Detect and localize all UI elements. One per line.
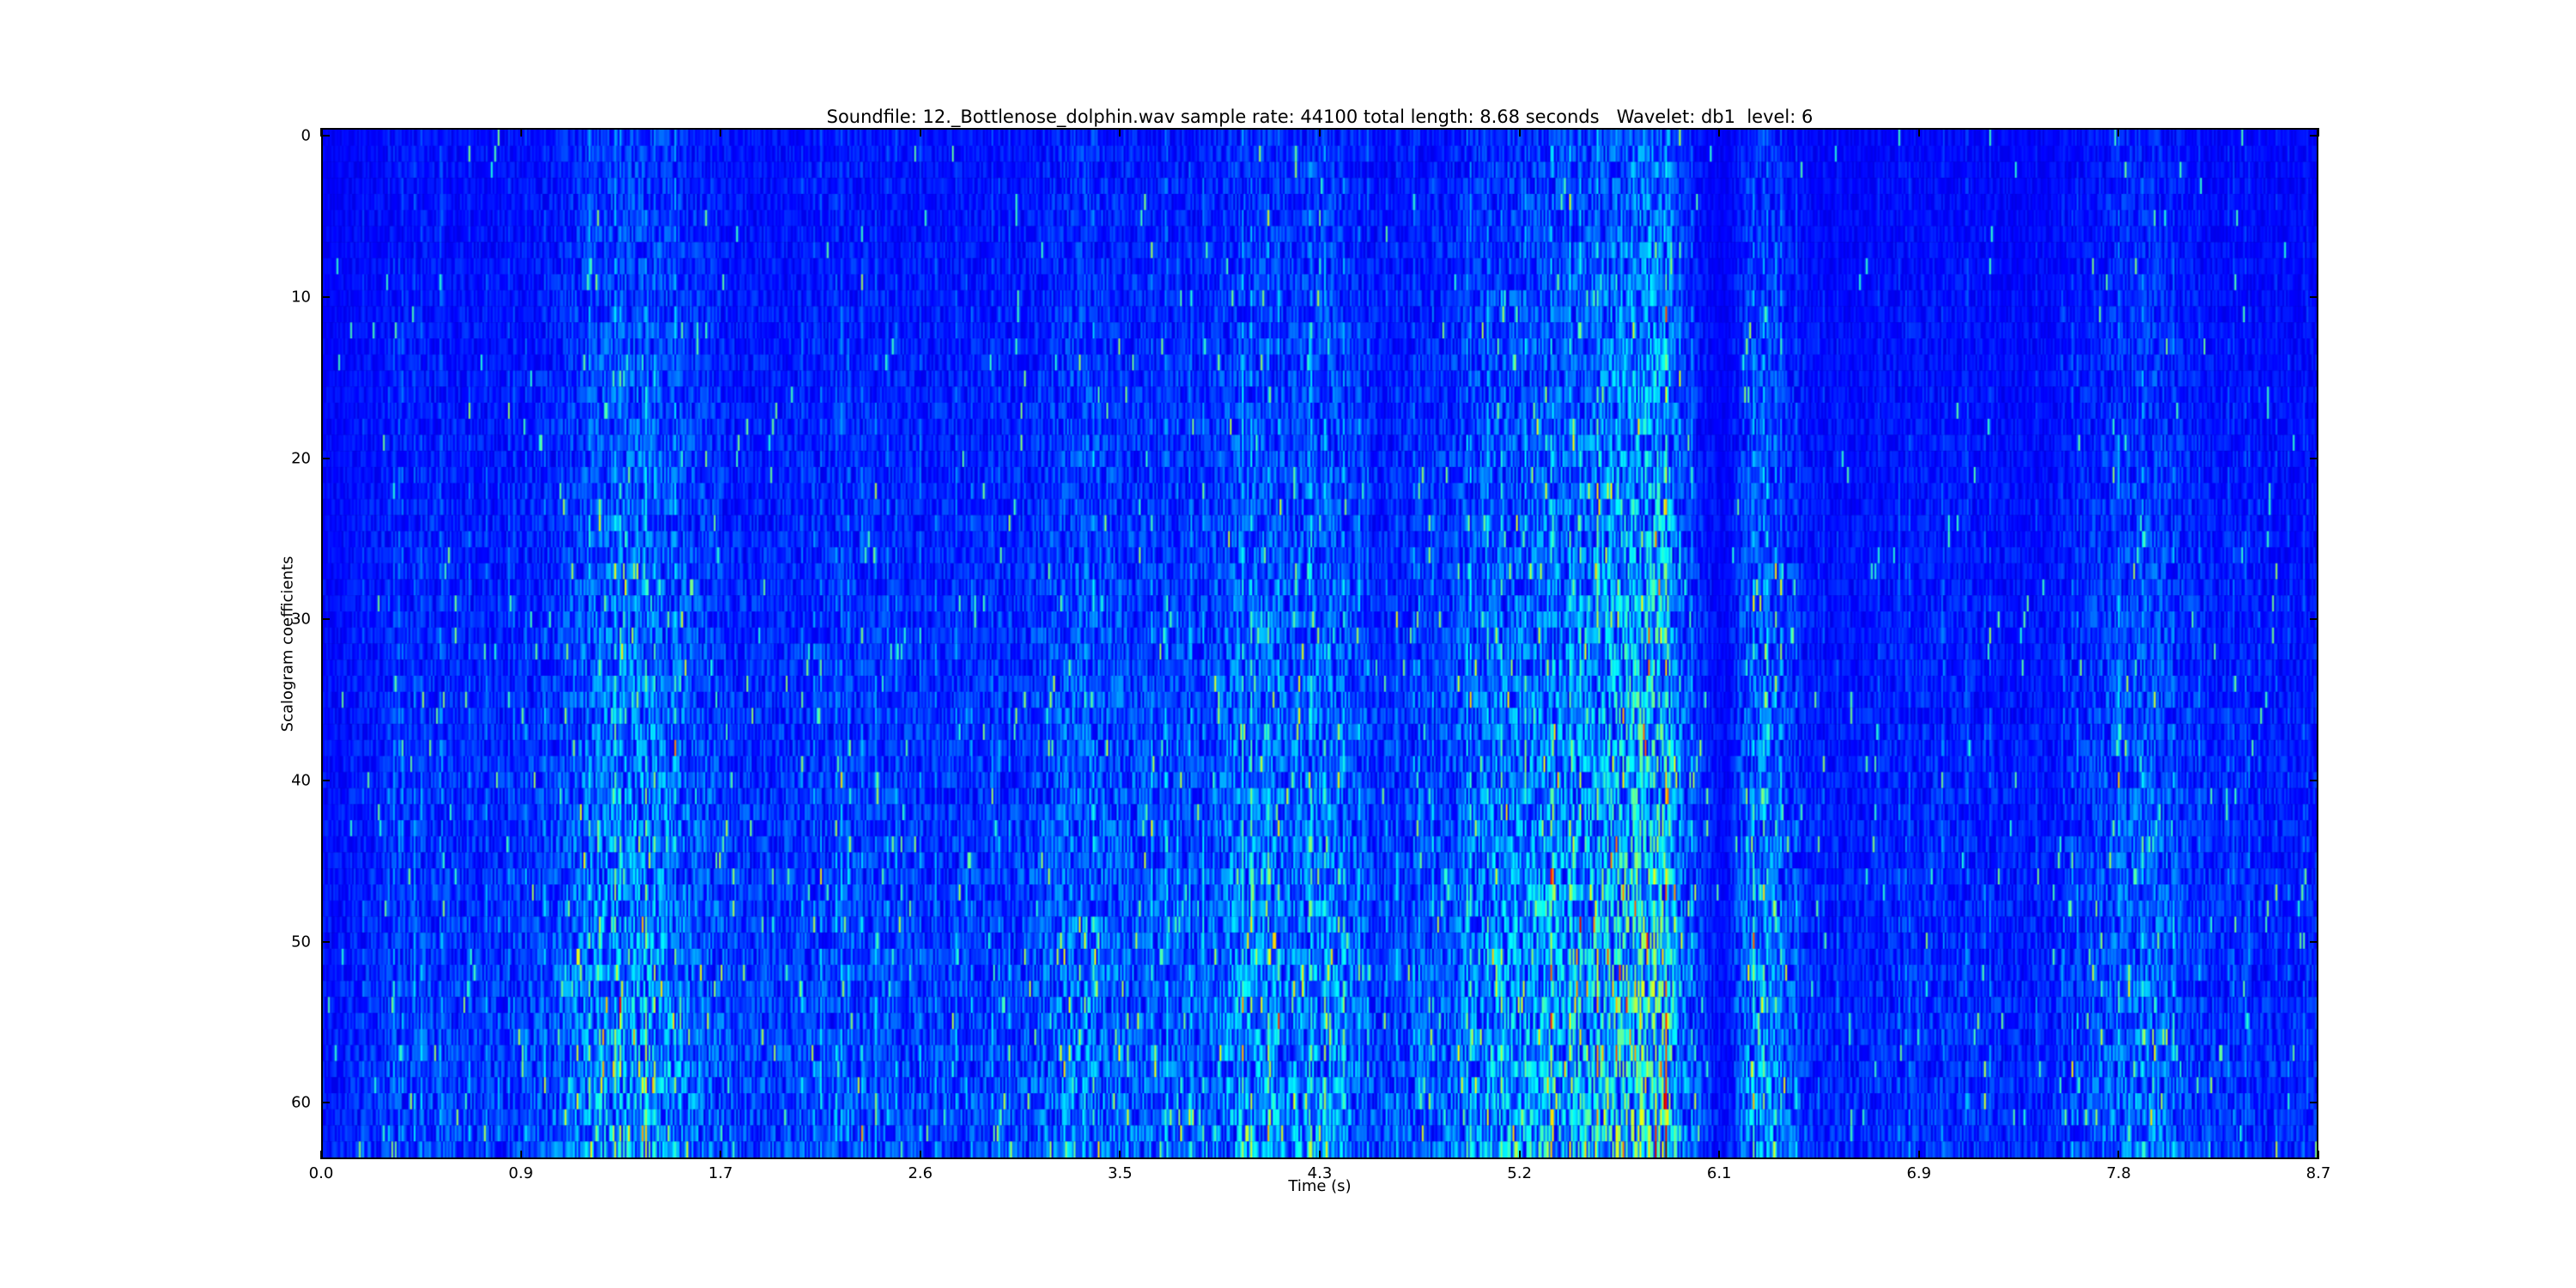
y-tick-mark: [2310, 618, 2318, 621]
y-tick-mark: [321, 1102, 330, 1104]
y-tick-mark: [321, 457, 330, 459]
x-tick-label: 6.9: [1906, 1164, 1932, 1182]
x-tick-label: 3.5: [1108, 1164, 1133, 1182]
x-tick-mark: [1718, 128, 1721, 137]
y-tick-mark: [2310, 457, 2318, 459]
y-tick-mark: [321, 296, 330, 299]
x-tick-mark: [1119, 1151, 1121, 1159]
x-tick-mark: [720, 128, 722, 137]
x-tick-mark: [2318, 1151, 2319, 1159]
y-tick-mark: [321, 780, 330, 781]
x-tick-mark: [2117, 1151, 2120, 1159]
y-tick-label: 10: [291, 288, 311, 307]
x-tick-mark: [1718, 1151, 1721, 1159]
chart-title: Soundfile: 12._Bottlenose_dolphin.wav sa…: [826, 106, 1814, 127]
y-tick-label: 0: [301, 126, 311, 145]
y-tick-label: 30: [291, 610, 311, 629]
x-tick-label: 7.8: [2106, 1164, 2131, 1182]
y-tick-mark: [2310, 135, 2318, 137]
x-tick-label: 5.2: [1507, 1164, 1532, 1182]
x-tick-label: 0.0: [308, 1164, 334, 1182]
x-tick-mark: [320, 128, 322, 137]
y-tick-mark: [2310, 296, 2318, 299]
x-tick-label: 6.1: [1706, 1164, 1732, 1182]
y-tick-mark: [321, 940, 330, 943]
x-tick-label: 0.9: [508, 1164, 533, 1182]
x-axis-label: Time (s): [1288, 1177, 1352, 1195]
y-tick-label: 40: [291, 771, 311, 790]
x-tick-mark: [519, 1151, 522, 1159]
y-tick-mark: [321, 618, 330, 621]
x-tick-mark: [1119, 128, 1121, 137]
x-tick-label: 4.3: [1307, 1164, 1333, 1182]
x-tick-mark: [519, 128, 522, 137]
y-tick-mark: [321, 135, 330, 137]
x-tick-mark: [1518, 128, 1521, 137]
x-tick-mark: [2318, 128, 2319, 137]
y-tick-mark: [2310, 1102, 2318, 1104]
y-tick-label: 20: [291, 449, 311, 468]
x-tick-mark: [2117, 128, 2120, 137]
x-tick-label: 1.7: [708, 1164, 733, 1182]
plot-area: [321, 128, 2318, 1159]
scalogram-heatmap: [323, 130, 2317, 1157]
x-tick-mark: [1319, 1151, 1321, 1159]
x-tick-label: 2.6: [908, 1164, 933, 1182]
x-tick-mark: [1917, 128, 1920, 137]
x-tick-mark: [320, 1151, 322, 1159]
y-tick-label: 50: [291, 933, 311, 951]
x-tick-mark: [720, 1151, 722, 1159]
x-tick-mark: [919, 128, 921, 137]
y-tick-label: 60: [291, 1093, 311, 1112]
y-tick-mark: [2310, 780, 2318, 781]
x-tick-mark: [1518, 1151, 1521, 1159]
x-tick-mark: [919, 1151, 921, 1159]
x-tick-mark: [1319, 128, 1321, 137]
x-tick-mark: [1917, 1151, 1920, 1159]
x-tick-label: 8.7: [2306, 1164, 2331, 1182]
y-axis-label: Scalogram coefficients: [278, 556, 297, 732]
y-tick-mark: [2310, 940, 2318, 943]
